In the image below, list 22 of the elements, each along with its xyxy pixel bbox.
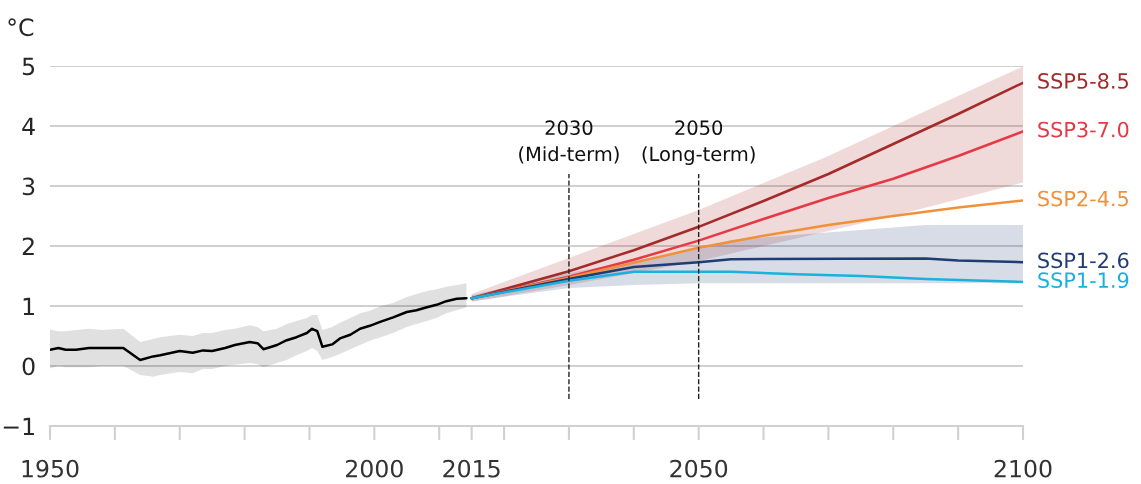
series-label: SSP2-4.5 [1038,190,1128,207]
x-tick-label: 1950 [22,459,79,478]
series-label: SSP3-7.0 [1038,121,1129,138]
y-tick-label: −1 [3,417,34,435]
ref-line-label: 2050 (Long-term) [642,120,755,165]
y-axis-title: °C [8,18,34,37]
x-tick-label: 2100 [994,459,1052,478]
y-tick-label: 1 [23,297,34,315]
y-tick-label: 5 [22,57,35,76]
y-tick-label: 2 [22,237,34,255]
series-label: SSP5-8.5 [1038,73,1128,89]
series-label: SSP1-1.9 [1038,272,1129,289]
x-tick-label: 2000 [346,459,403,478]
line-series [50,296,468,362]
series-label: SSP1-2.6 [1038,252,1129,269]
y-tick-label: 4 [22,117,35,135]
ref-line-label: 2030 (Mid-term) [519,120,619,164]
y-tick-label: 3 [22,177,35,196]
y-tick-label: 0 [22,357,35,376]
x-tick-label: 2015 [443,459,500,478]
line-series [470,270,1023,300]
x-tick-label: 2050 [670,459,728,478]
